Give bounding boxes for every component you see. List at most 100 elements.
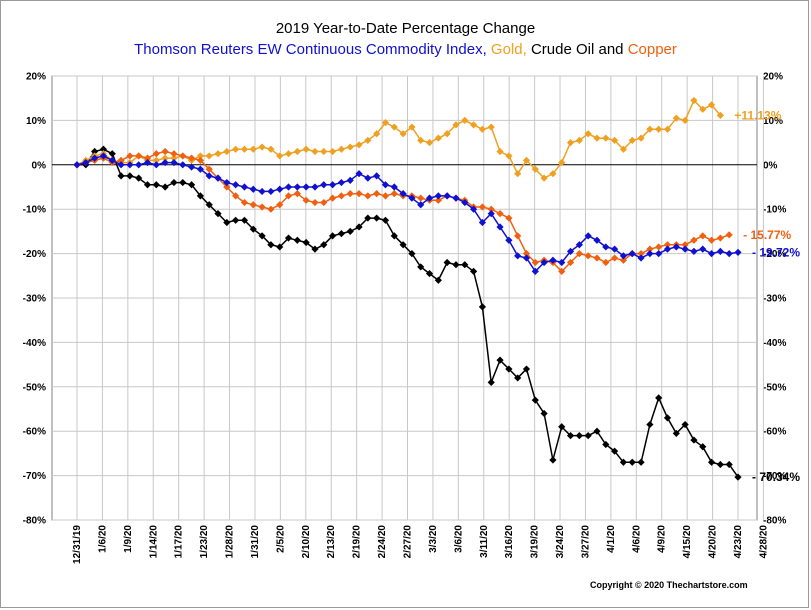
- data-point: [690, 247, 698, 255]
- data-point: [126, 161, 134, 169]
- x-tick-label: 4/20/20: [708, 525, 719, 559]
- data-point: [593, 254, 601, 262]
- data-point: [249, 185, 257, 193]
- data-point: [470, 267, 478, 275]
- data-point: [267, 187, 275, 196]
- x-tick-label: 12/31/19: [72, 525, 83, 564]
- data-point: [619, 145, 628, 153]
- data-point: [108, 156, 116, 164]
- data-point: [725, 460, 733, 469]
- data-point: [390, 190, 398, 198]
- data-point: [187, 181, 196, 189]
- x-tick-label: 1/17/20: [174, 525, 185, 559]
- x-tick-label: 3/19/20: [530, 525, 541, 559]
- x-tick-label: 1/9/20: [123, 525, 134, 553]
- data-point: [549, 256, 557, 264]
- data-point: [205, 172, 213, 180]
- data-point: [496, 223, 504, 231]
- data-point: [240, 145, 249, 153]
- legend-copper: Copper: [627, 41, 677, 58]
- data-point: [505, 214, 513, 222]
- data-point: [152, 181, 160, 189]
- y-tick-label-right: -80%: [763, 516, 786, 527]
- data-point: [531, 258, 539, 267]
- data-point: [346, 176, 354, 184]
- y-tick-label-right: -50%: [763, 382, 786, 393]
- data-point: [707, 236, 716, 244]
- data-point: [434, 192, 442, 200]
- data-point: [143, 181, 152, 189]
- data-point: [170, 154, 178, 162]
- x-tick-label: 2/13/20: [326, 525, 337, 559]
- data-point: [566, 432, 575, 440]
- data-point: [487, 123, 495, 131]
- data-point: [716, 234, 724, 242]
- end-label-1: +11.13%: [734, 108, 781, 122]
- end-label-3: - 15.77%: [743, 228, 791, 242]
- y-tick-label-left: 10%: [26, 116, 46, 127]
- data-point: [276, 201, 284, 209]
- data-point: [478, 203, 487, 211]
- data-point: [328, 232, 337, 240]
- data-point: [82, 158, 90, 167]
- data-point: [337, 230, 345, 238]
- y-tick-label-right: -70%: [763, 471, 786, 482]
- data-point: [434, 196, 442, 204]
- x-tick-label: 3/24/20: [555, 525, 566, 559]
- data-point: [302, 196, 310, 204]
- data-point: [284, 150, 293, 158]
- data-point: [126, 152, 134, 160]
- data-point: [663, 414, 672, 422]
- data-point: [258, 187, 266, 196]
- x-tick-label: 1/6/20: [97, 525, 108, 553]
- data-point: [628, 250, 636, 258]
- data-point: [425, 194, 434, 202]
- y-tick-label-left: -70%: [23, 471, 46, 482]
- data-point: [496, 210, 504, 218]
- data-point: [258, 203, 266, 211]
- data-point: [593, 134, 601, 142]
- data-point: [328, 194, 337, 202]
- data-point: [699, 105, 707, 113]
- data-point: [558, 258, 566, 267]
- data-point: [179, 152, 187, 160]
- data-point: [655, 250, 663, 258]
- data-point: [249, 201, 257, 209]
- data-point: [311, 245, 319, 253]
- data-point: [337, 145, 345, 153]
- x-tick-label: 4/23/20: [733, 525, 744, 559]
- data-point: [496, 147, 504, 156]
- data-point: [161, 154, 169, 162]
- data-point: [707, 458, 716, 466]
- data-point: [267, 241, 275, 249]
- data-point: [487, 205, 495, 213]
- x-tick-label: 4/15/20: [682, 525, 693, 559]
- data-point: [593, 236, 601, 244]
- data-point: [655, 125, 663, 133]
- data-point: [646, 420, 654, 429]
- data-point: [214, 174, 222, 182]
- x-tick-label: 1/28/20: [225, 525, 236, 559]
- data-point: [170, 178, 178, 187]
- data-point: [293, 183, 301, 191]
- data-point: [646, 250, 654, 258]
- chart-title: 2019 Year-to-Date Percentage Change: [275, 20, 536, 37]
- data-point: [249, 145, 257, 153]
- data-point: [73, 161, 81, 169]
- data-point: [91, 147, 99, 156]
- data-point: [196, 152, 204, 160]
- data-point: [152, 150, 160, 158]
- data-point: [584, 232, 592, 240]
- data-point: [320, 241, 328, 249]
- data-point: [99, 145, 108, 153]
- data-point: [443, 130, 451, 138]
- data-point: [311, 183, 319, 191]
- data-point: [531, 165, 539, 173]
- y-tick-label-left: -50%: [23, 382, 46, 393]
- x-tick-label: 3/11/20: [479, 525, 490, 558]
- y-tick-label-left: -40%: [23, 338, 46, 349]
- series-line-0: [76, 155, 739, 273]
- copyright-notice: Copyright © 2020 Thechartstore.com: [590, 580, 748, 590]
